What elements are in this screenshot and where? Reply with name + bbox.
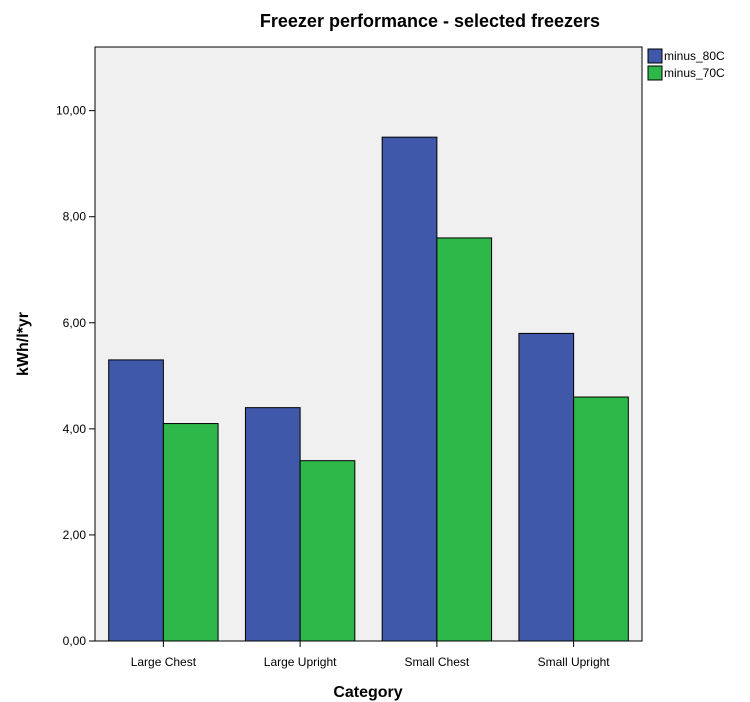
y-tick-label: 10,00 — [56, 104, 86, 118]
x-tick-label: Large Chest — [131, 655, 197, 669]
bar-minus_80C-large-chest — [108, 359, 164, 642]
x-tick-label: Large Upright — [264, 655, 337, 669]
x-axis-ticks: Large Chest Large Upright Small Chest Small… — [131, 641, 611, 669]
x-axis-title: Category — [333, 684, 402, 701]
y-tick-label: 2,00 — [63, 528, 87, 542]
y-axis-ticks: 0,00 2,00 4,00 6,00 8,00 10,00 — [56, 104, 95, 648]
legend-label-minus_80C: minus_80C — [664, 49, 725, 63]
bar-minus_80C-small-upright — [518, 332, 575, 642]
bar-minus_80C-small-chest — [381, 136, 438, 642]
y-tick-label: 4,00 — [63, 422, 87, 436]
legend-label-minus_70C: minus_70C — [664, 66, 725, 80]
y-tick-label: 0,00 — [63, 634, 87, 648]
bar-minus_70C-small-upright — [573, 396, 629, 642]
y-tick-label: 6,00 — [63, 316, 87, 330]
y-axis-title: kWh/l*yr — [15, 312, 32, 376]
legend-swatch-minus_70C — [647, 65, 663, 81]
legend: minus_80C minus_70C — [647, 48, 725, 81]
bars — [108, 136, 629, 642]
bar-minus_70C-small-chest — [436, 237, 493, 642]
bar-minus_70C-large-upright — [299, 460, 356, 642]
x-tick-label: Small Upright — [538, 655, 611, 669]
y-tick-label: 8,00 — [63, 210, 87, 224]
legend-swatch-minus_80C — [647, 48, 663, 64]
chart-title: Freezer performance - selected freezers — [260, 11, 600, 31]
x-tick-label: Small Chest — [405, 655, 470, 669]
bar-minus_70C-large-chest — [162, 423, 219, 642]
bar-minus_80C-large-upright — [244, 407, 301, 642]
